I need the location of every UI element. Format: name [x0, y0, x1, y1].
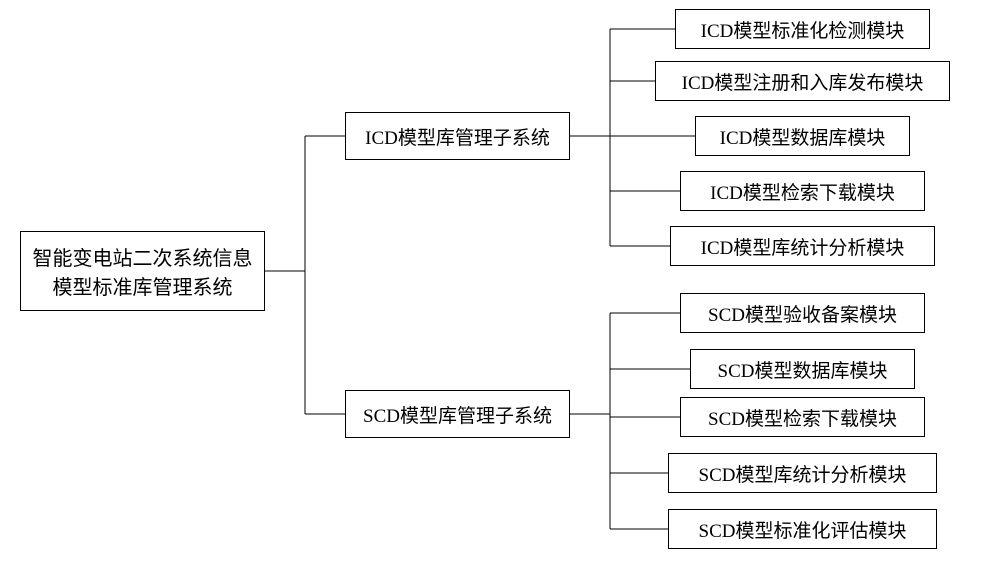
scd-module-label: SCD模型验收备案模块 — [708, 300, 897, 327]
icd-module-node: ICD模型检索下载模块 — [680, 171, 925, 211]
icd-module-node: ICD模型标准化检测模块 — [675, 9, 930, 49]
icd-subsystem-node: ICD模型库管理子系统 — [345, 112, 570, 160]
icd-module-node: ICD模型注册和入库发布模块 — [655, 61, 950, 101]
scd-module-node: SCD模型验收备案模块 — [680, 293, 925, 333]
scd-subsystem-label: SCD模型库管理子系统 — [363, 401, 552, 428]
scd-module-label: SCD模型标准化评估模块 — [699, 516, 907, 543]
icd-module-node: ICD模型数据库模块 — [695, 116, 910, 156]
icd-subsystem-label: ICD模型库管理子系统 — [365, 123, 550, 150]
icd-module-label: ICD模型注册和入库发布模块 — [682, 68, 924, 95]
scd-module-node: SCD模型数据库模块 — [690, 349, 915, 389]
root-line1: 智能变电站二次系统信息 — [33, 248, 253, 270]
icd-module-node: ICD模型库统计分析模块 — [670, 226, 935, 266]
scd-module-node: SCD模型库统计分析模块 — [668, 453, 937, 493]
icd-module-label: ICD模型检索下载模块 — [710, 178, 895, 205]
icd-module-label: ICD模型标准化检测模块 — [701, 16, 905, 43]
icd-module-label: ICD模型数据库模块 — [720, 123, 886, 150]
scd-subsystem-node: SCD模型库管理子系统 — [345, 390, 570, 438]
scd-module-label: SCD模型检索下载模块 — [708, 404, 897, 431]
scd-module-label: SCD模型数据库模块 — [718, 356, 888, 383]
scd-module-node: SCD模型标准化评估模块 — [668, 509, 937, 549]
root-line2: 模型标准库管理系统 — [53, 277, 233, 299]
icd-module-label: ICD模型库统计分析模块 — [701, 233, 905, 260]
scd-module-node: SCD模型检索下载模块 — [680, 397, 925, 437]
scd-module-label: SCD模型库统计分析模块 — [699, 460, 907, 487]
root-node: 智能变电站二次系统信息 模型标准库管理系统 — [20, 231, 265, 311]
